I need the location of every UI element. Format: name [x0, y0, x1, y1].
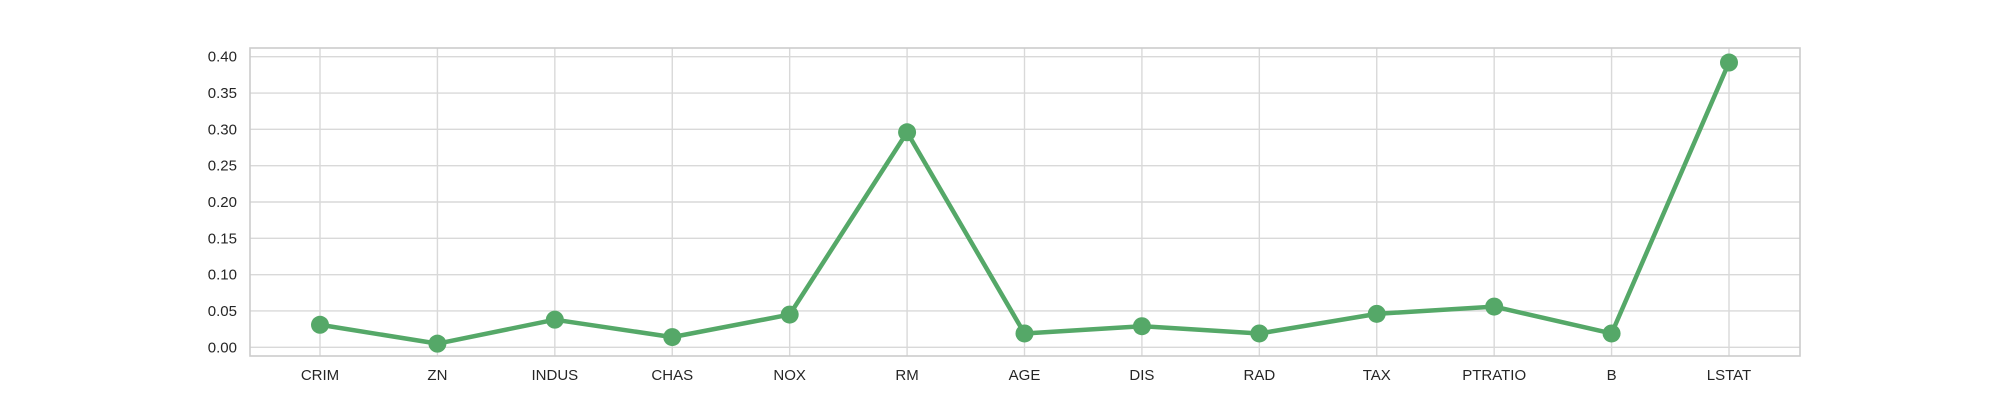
y-tick-label: 0.25: [208, 158, 237, 175]
y-tick-label: 0.20: [208, 194, 237, 211]
y-axis-tick-labels: 0.00 0.05 0.10 0.15 0.20 0.25 0.30 0.35 0.40: [208, 49, 237, 357]
series-layer: [311, 53, 1738, 353]
plot-frame: [249, 47, 1801, 357]
x-tick-label: NOX: [773, 367, 806, 384]
x-tick-label: CRIM: [301, 367, 339, 384]
y-tick-label: 0.35: [208, 85, 237, 102]
x-tick-label: INDUS: [531, 367, 578, 384]
x-tick-label: CHAS: [651, 367, 693, 384]
y-tick-label: 0.15: [208, 230, 237, 247]
y-tick-label: 0.40: [208, 49, 237, 66]
y-tick-label: 0.05: [208, 303, 237, 320]
data-point-crim: [311, 315, 329, 334]
data-point-age: [1015, 324, 1034, 343]
data-point-indus: [545, 310, 564, 329]
y-tick-label: 0.00: [208, 339, 237, 356]
x-tick-label: RM: [895, 367, 918, 384]
data-point-tax: [1367, 304, 1386, 323]
data-point-nox: [780, 305, 799, 324]
x-tick-label: AGE: [1009, 367, 1041, 384]
y-tick-label: 0.10: [208, 267, 237, 284]
y-tick-label: 0.30: [208, 121, 237, 138]
data-point-lstat: [1720, 53, 1738, 72]
data-point-rm: [898, 123, 917, 142]
data-point-zn: [428, 334, 447, 353]
x-tick-label: ZN: [427, 367, 447, 384]
x-tick-label: B: [1607, 367, 1617, 384]
x-axis-tick-labels: CRIM ZN INDUS CHAS NOX RM AGE DIS RAD TAX PTRATIO B…: [301, 367, 1751, 384]
x-tick-label: PTRATIO: [1462, 367, 1526, 384]
x-tick-label: DIS: [1129, 367, 1154, 384]
data-point-rad: [1250, 324, 1269, 343]
data-point-b: [1602, 324, 1621, 343]
x-tick-label: TAX: [1363, 367, 1391, 384]
data-point-ptratio: [1485, 297, 1504, 316]
x-tick-label: LSTAT: [1707, 367, 1751, 384]
data-point-dis: [1132, 317, 1151, 336]
x-tick-label: RAD: [1243, 367, 1275, 384]
data-point-chas: [663, 328, 682, 347]
